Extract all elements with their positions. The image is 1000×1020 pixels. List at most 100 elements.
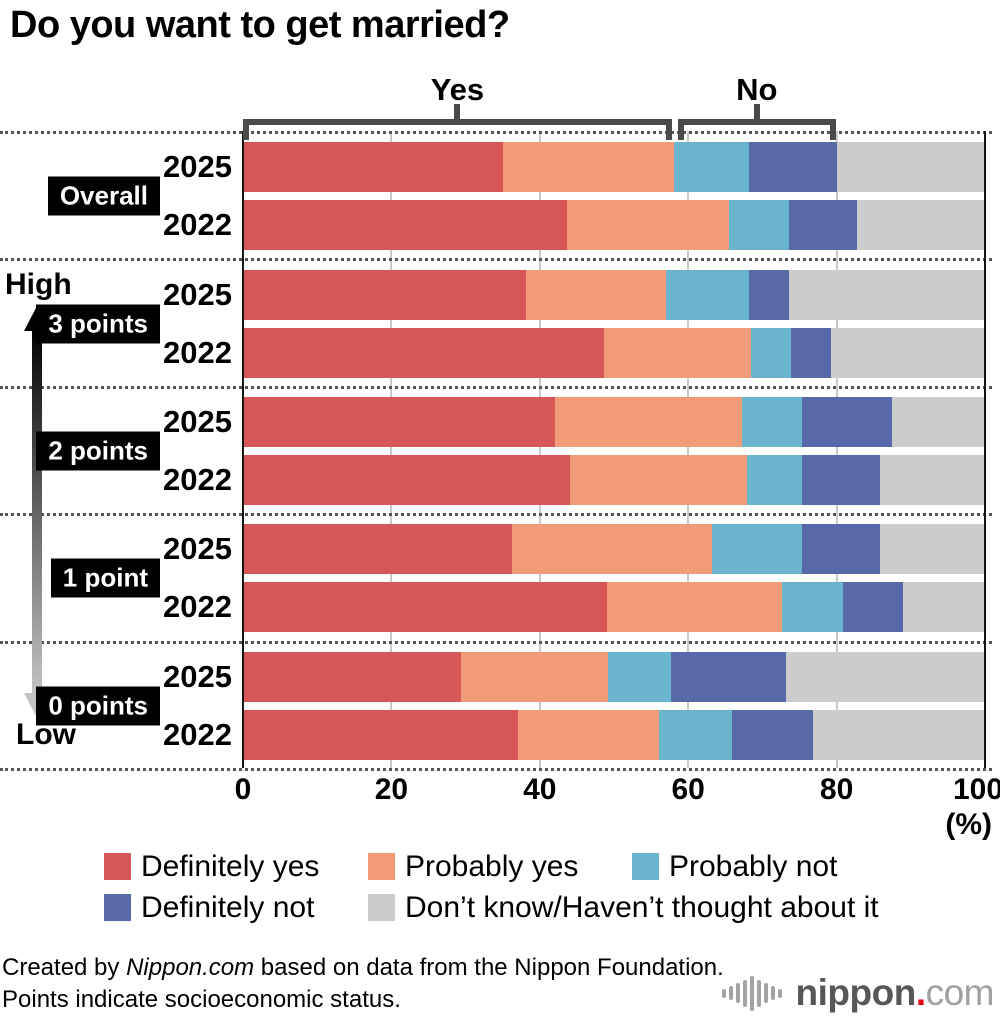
bar-row-overall-2022: 2022 xyxy=(0,200,992,251)
seg-probably-not xyxy=(729,200,790,251)
category-box-overall: Overall xyxy=(47,176,160,216)
year-label-2025: 2025 xyxy=(163,149,232,185)
gridline-40 xyxy=(538,131,541,768)
logo-dot: . xyxy=(915,972,926,1013)
soundwave-icon xyxy=(721,975,785,1011)
nippon-com-logo: nippon.com xyxy=(721,972,995,1014)
legend-item-definitely-yes: Definitely yes xyxy=(104,850,368,884)
seg-don-t-know-haven-t-thought-about-it xyxy=(892,396,985,447)
wave-bar-8 xyxy=(770,986,775,1000)
year-label-2022: 2022 xyxy=(163,462,232,498)
legend-swatch-definitely-not xyxy=(104,894,131,921)
year-label-2022: 2022 xyxy=(163,716,232,752)
wave-bar-7 xyxy=(763,983,768,1003)
y-axis-line xyxy=(242,131,244,768)
seg-probably-yes xyxy=(570,455,747,506)
legend-swatch-don-t-know-haven-t-thought-about-it xyxy=(368,894,395,921)
bracket-label-yes: Yes xyxy=(430,72,485,107)
bar-row-2-points-2022: 2022 xyxy=(0,455,992,506)
seg-probably-yes xyxy=(606,582,783,633)
bar-row-overall-2025: 2025 xyxy=(0,142,992,193)
seg-definitely-yes xyxy=(243,269,527,320)
seg-don-t-know-haven-t-thought-about-it xyxy=(837,142,985,193)
bar-3-points-2022 xyxy=(243,327,985,378)
group-3-points: 3 points 2025 2022 xyxy=(0,258,992,385)
legend-swatch-probably-not xyxy=(632,853,659,880)
seg-probably-not xyxy=(658,709,732,760)
footer-brand: Nippon.com xyxy=(126,954,255,981)
legend-label-definitely-yes: Definitely yes xyxy=(141,849,320,883)
high-label: High xyxy=(5,268,72,301)
category-box-1-point: 1 point xyxy=(50,558,160,598)
seg-definitely-not xyxy=(802,455,880,506)
wave-bar-2 xyxy=(728,986,733,1000)
legend-swatch-probably-yes xyxy=(368,853,395,880)
legend-item-probably-not: Probably not xyxy=(632,850,837,884)
wave-bar-5 xyxy=(749,975,754,1011)
seg-probably-not xyxy=(750,327,791,378)
bar-row-3-points-2025: 2025 xyxy=(0,269,992,320)
logo-tld: com xyxy=(925,972,995,1013)
legend-label-probably-not: Probably not xyxy=(669,849,838,883)
category-box-2-points: 2 points xyxy=(36,431,160,471)
legend-item-don-t-know-haven-t-thought-about-it: Don’t know/Haven’t thought about it xyxy=(368,891,879,925)
seg-probably-yes xyxy=(517,709,659,760)
category-box-0-points: 0 points xyxy=(36,686,160,726)
seg-definitely-not xyxy=(790,327,831,378)
tick-label-40: 40 xyxy=(523,773,557,806)
seg-definitely-yes xyxy=(243,200,568,251)
bar-row-2-points-2025: 2025 xyxy=(0,396,992,447)
seg-definitely-yes xyxy=(243,455,571,506)
seg-probably-not xyxy=(746,455,803,506)
seg-probably-yes xyxy=(554,396,742,447)
bracket-yes xyxy=(243,119,672,140)
seg-definitely-yes xyxy=(243,582,607,633)
wave-bar-6 xyxy=(756,979,761,1007)
seg-definitely-not xyxy=(802,396,893,447)
tick-label-20: 20 xyxy=(374,773,409,806)
group-1-point: 1 point 2025 2022 xyxy=(0,513,992,640)
seg-definitely-not xyxy=(802,524,880,575)
seg-don-t-know-haven-t-thought-about-it xyxy=(786,651,985,702)
legend-label-probably-yes: Probably yes xyxy=(405,849,579,883)
bar-2-points-2022 xyxy=(243,455,985,506)
legend-label-don-t-know-haven-t-thought-about-it: Don’t know/Haven’t thought about it xyxy=(405,890,879,924)
bar-row-1-point-2022: 2022 xyxy=(0,582,992,633)
seg-definitely-yes xyxy=(243,709,518,760)
seg-don-t-know-haven-t-thought-about-it xyxy=(903,582,985,633)
legend-row-2: Definitely not Don’t know/Haven’t thought… xyxy=(104,889,879,926)
footer-note: Created by Nippon.com based on data from… xyxy=(2,952,724,1016)
year-label-2025: 2025 xyxy=(163,403,232,439)
legend: Definitely yes Probably yes Probably not De… xyxy=(104,848,879,930)
bar-overall-2025 xyxy=(243,142,985,193)
seg-definitely-yes xyxy=(243,524,513,575)
tick-label-60: 60 xyxy=(671,773,705,806)
gridline-20 xyxy=(390,131,393,768)
page-title: Do you want to get married? xyxy=(10,4,510,46)
bar-row-0-points-2025: 2025 xyxy=(0,651,992,702)
wave-bar-4 xyxy=(742,979,747,1007)
logo-wordmark: nippon.com xyxy=(795,972,995,1014)
seg-definitely-yes xyxy=(243,142,503,193)
logo-name: nippon xyxy=(795,972,917,1013)
legend-label-definitely-not: Definitely not xyxy=(141,890,315,924)
footer-line2: Points indicate socioeconomic status. xyxy=(2,986,401,1013)
bracket-label-no: No xyxy=(736,72,778,107)
seg-definitely-yes xyxy=(243,396,555,447)
footer-line1: Created by Nippon.com based on data from… xyxy=(2,952,724,984)
bracket-stub-no xyxy=(753,104,760,120)
seg-don-t-know-haven-t-thought-about-it xyxy=(879,455,985,506)
seg-don-t-know-haven-t-thought-about-it xyxy=(879,524,985,575)
group-overall: Overall 2025 2022 xyxy=(0,131,992,258)
year-label-2025: 2025 xyxy=(163,658,232,694)
bar-0-points-2025 xyxy=(243,651,985,702)
footer-source: based on data from the Nippon Foundation… xyxy=(254,954,724,981)
year-label-2022: 2022 xyxy=(163,334,232,370)
arrow-shaft xyxy=(31,326,42,698)
wave-bar-9 xyxy=(777,988,782,998)
seg-definitely-not xyxy=(749,269,790,320)
legend-item-probably-yes: Probably yes xyxy=(368,850,632,884)
legend-row-1: Definitely yes Probably yes Probably not xyxy=(104,848,879,885)
category-box-3-points: 3 points xyxy=(36,304,160,344)
seg-probably-not xyxy=(674,142,750,193)
